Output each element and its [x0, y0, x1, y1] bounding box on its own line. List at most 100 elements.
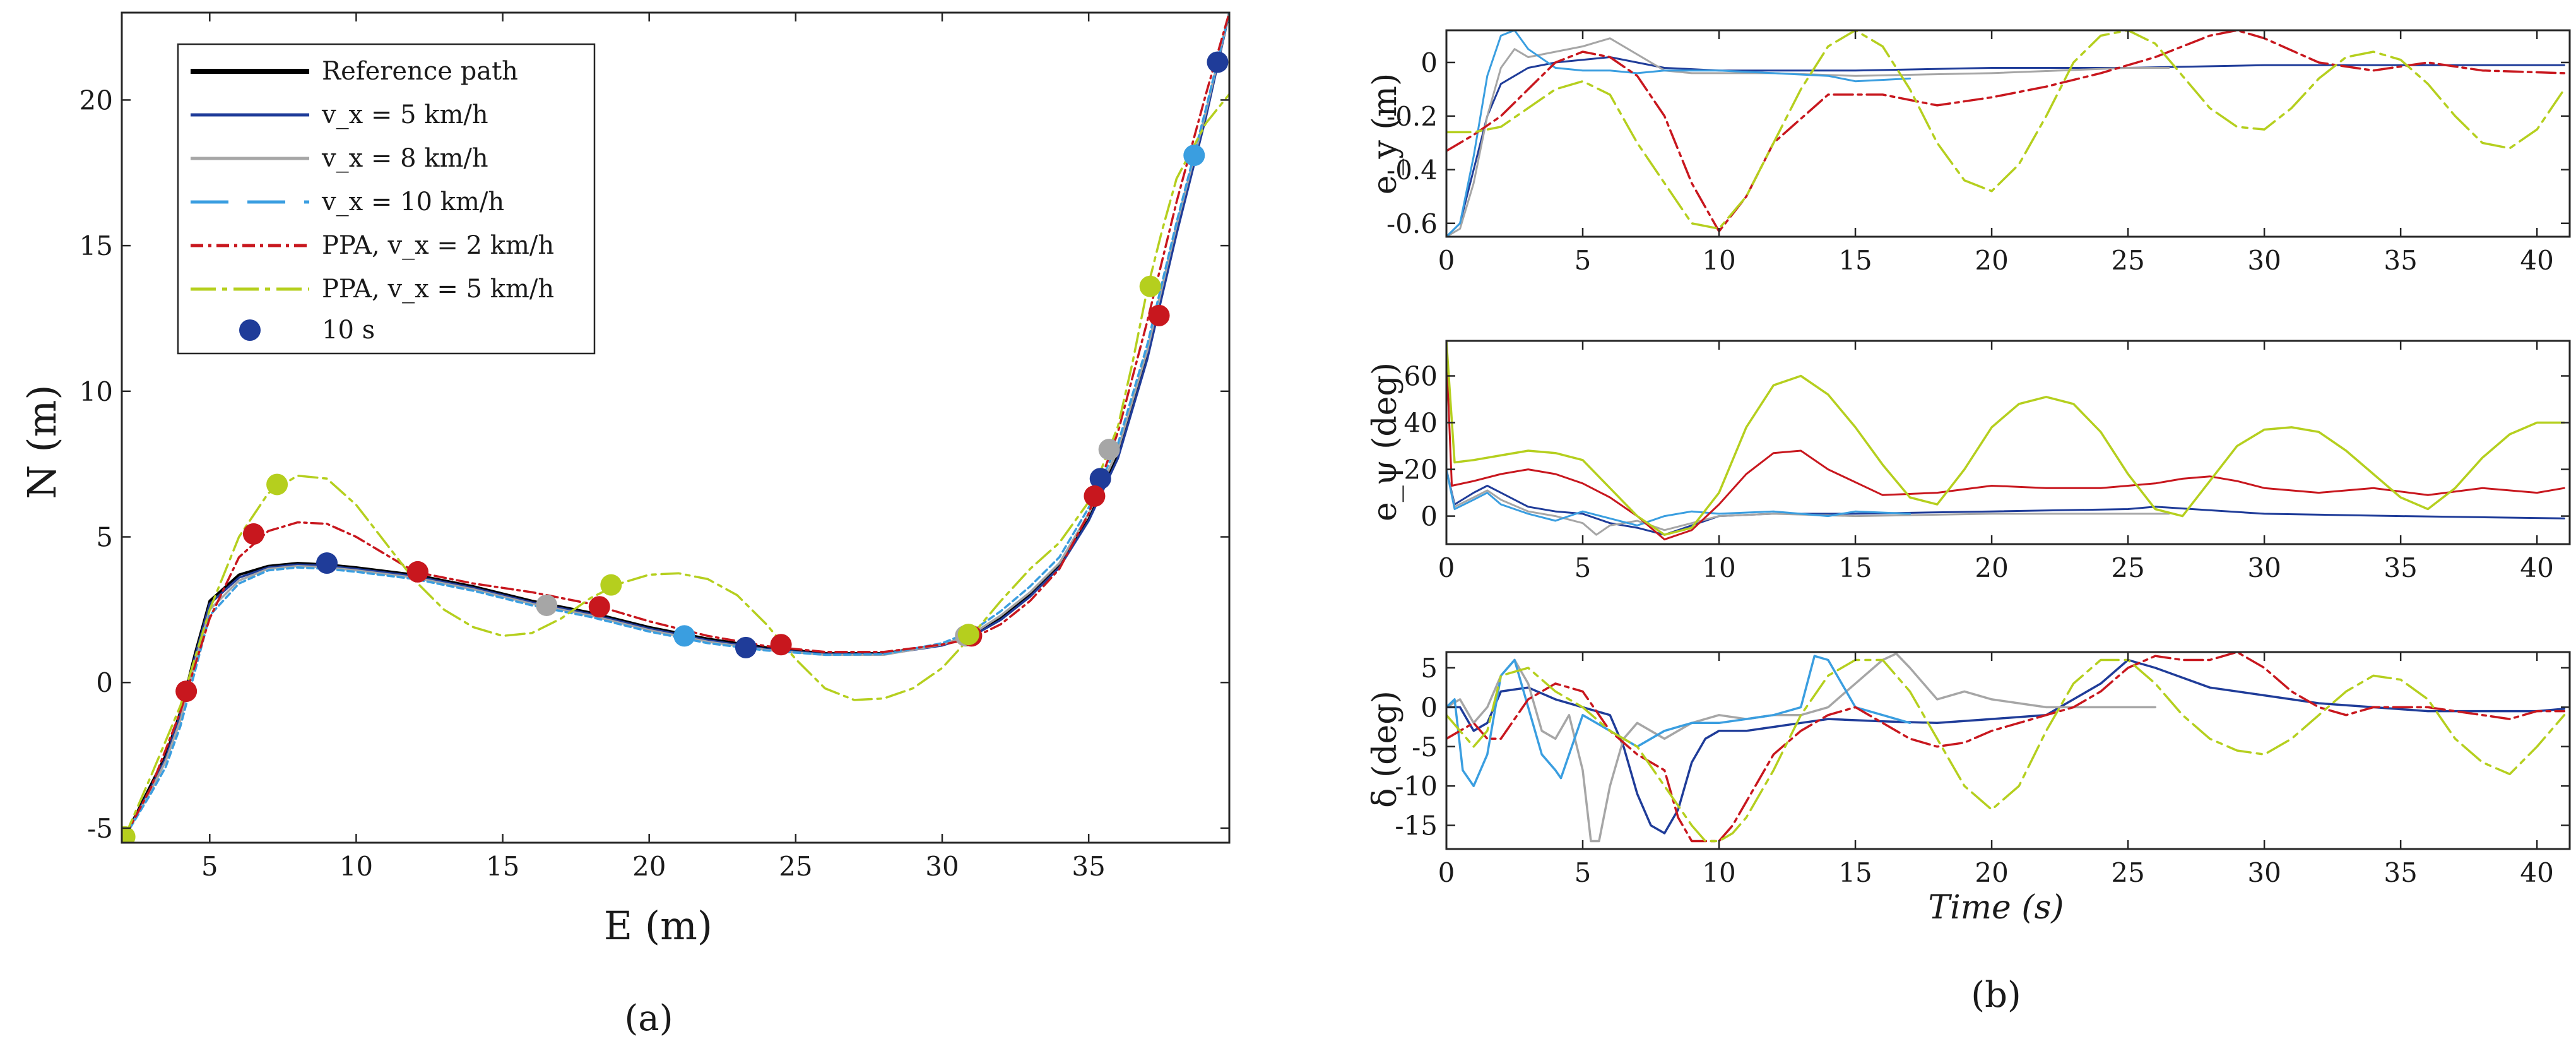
b2-axes-frame: [1445, 340, 2571, 545]
legend-label-10s: 10 s: [322, 316, 375, 345]
x-tick-label: 40: [2520, 245, 2553, 276]
epsi-plot-area: [1446, 341, 2566, 541]
b3-axes-frame: [1445, 651, 2571, 850]
x-tick-label: 5: [1575, 245, 1592, 276]
x-tick-label: 35: [1072, 851, 1105, 882]
y-tick-label: 5: [1421, 653, 1438, 684]
x-tick-label: 5: [201, 851, 218, 882]
10s-marker: [242, 523, 264, 545]
epsi-axes: 0 5 10 15 20 25 30 35 40 0 20 40 60: [1404, 340, 2571, 583]
10s-marker: [122, 826, 136, 843]
10s-marker: [1084, 485, 1106, 507]
legend-label-v5: v_x = 5 km/h: [321, 100, 488, 129]
x-tick-label: 10: [1702, 552, 1735, 583]
10s-marker: [536, 594, 558, 616]
y-tick-label: 0: [96, 667, 113, 698]
x-tick-label: 0: [1438, 245, 1455, 276]
10s-marker: [600, 574, 622, 596]
series-line-v5: [123, 13, 1229, 838]
x-tick-label: 30: [2247, 245, 2281, 276]
legend-label-reference: Reference path: [322, 57, 518, 86]
y-tick-label: -15: [1395, 811, 1438, 841]
panel-a-caption: (a): [624, 998, 673, 1039]
x-tick-label: 20: [1975, 245, 2008, 276]
panel-a-y-axis-label: N (m): [19, 384, 65, 499]
y-tick-label: -0.6: [1386, 208, 1438, 239]
10s-marker: [957, 624, 979, 646]
x-tick-label: 0: [1438, 857, 1455, 888]
y-tick-label: 15: [80, 230, 113, 261]
x-tick-label: 15: [1838, 857, 1872, 888]
10s-marker: [1148, 304, 1170, 326]
series-line-v8: [1446, 652, 2157, 843]
x-tick-label: 25: [2111, 857, 2144, 888]
panel-a-legend: Reference path v_x = 5 km/h v_x = 8 km/h…: [177, 43, 596, 355]
10s-marker: [175, 680, 198, 703]
panel-a-chart: 5 10 15 20 25 30 35 -5 0 5 10 15 20 E (m) N (m) Refe…: [19, 11, 1231, 1039]
panel-a-axes: 5 10 15 20 25 30 35 -5 0 5 10 15 20: [80, 11, 1231, 882]
legend-marker-10s: [239, 319, 261, 341]
y-tick-label: 20: [80, 85, 113, 116]
y-tick-label: -0.4: [1386, 155, 1438, 186]
panel-b-delta-chart: 0 5 10 15 20 25 30 35 40 -15 -10 -5 0 5 δ (deg) Time …: [1366, 651, 2571, 927]
panel-a-plot-area: [122, 13, 1229, 843]
y-tick-label: -5: [87, 813, 113, 844]
delta-axes: 0 5 10 15 20 25 30 35 40 -15 -10 -5 0 5: [1395, 651, 2571, 888]
delta-y-axis-label: δ (deg): [1366, 691, 1404, 808]
y-tick-label: 60: [1404, 361, 1438, 392]
x-tick-label: 20: [1975, 857, 2008, 888]
x-tick-label: 40: [2520, 857, 2553, 888]
x-tick-label: 35: [2384, 245, 2417, 276]
x-tick-label: 10: [1702, 245, 1735, 276]
10s-marker: [1139, 275, 1161, 297]
10s-marker: [770, 634, 792, 656]
legend-label-ppa5: PPA, v_x = 5 km/h: [322, 275, 554, 304]
x-tick-label: 15: [486, 851, 519, 882]
y-tick-label: 0: [1421, 501, 1438, 532]
10s-marker: [316, 552, 338, 574]
y-tick-label: 20: [1404, 454, 1438, 485]
10s-marker: [266, 473, 288, 496]
10s-marker: [673, 625, 695, 647]
y-tick-label: -5: [1412, 732, 1438, 763]
10s-marker: [1098, 439, 1120, 461]
y-tick-label: 0: [1421, 692, 1438, 723]
ey-axes: 0 5 10 15 20 25 30 35 40 -0.6 -0.4 -0.2 0: [1386, 29, 2571, 276]
legend-label-ppa2: PPA, v_x = 2 km/h: [322, 231, 554, 260]
y-tick-label: -0.2: [1386, 101, 1438, 132]
a-series-group: [122, 13, 1229, 843]
x-tick-label: 0: [1438, 552, 1455, 583]
series-line-ppa5: [1446, 30, 2566, 230]
x-tick-label: 10: [1702, 857, 1735, 888]
b2-series-group: [1446, 341, 2566, 541]
ey-plot-area: [1446, 30, 2566, 237]
x-tick-label: 15: [1838, 552, 1872, 583]
panel-a-x-axis-label: E (m): [604, 903, 712, 949]
b1-series-group: [1446, 30, 2566, 237]
y-tick-label: 10: [80, 376, 113, 407]
series-line-ppa2: [1446, 30, 2566, 233]
x-tick-label: 25: [779, 851, 812, 882]
x-tick-label: 20: [632, 851, 666, 882]
series-line-v10: [123, 13, 1229, 838]
10s-marker: [588, 596, 610, 618]
series-line-v10: [1446, 468, 1911, 526]
b3-series-group: [1446, 652, 2566, 843]
series-line-v10: [1446, 30, 1911, 237]
legend-label-v10: v_x = 10 km/h: [321, 187, 504, 217]
x-tick-label: 5: [1575, 552, 1592, 583]
series-line-ppa5: [1446, 341, 2566, 536]
x-tick-label: 35: [2384, 552, 2417, 583]
y-tick-label: -10: [1395, 771, 1438, 802]
panel-b-epsi-chart: 0 5 10 15 20 25 30 35 40 0 20 40 60 e_ψ (deg): [1366, 340, 2571, 583]
y-tick-label: 0: [1421, 47, 1438, 78]
x-tick-label: 25: [2111, 552, 2144, 583]
x-tick-label: 10: [340, 851, 373, 882]
y-tick-label: 5: [96, 522, 113, 553]
series-line-ppa2: [1446, 352, 2565, 541]
series-line-v5: [1446, 56, 2565, 237]
b1-axes-frame: [1445, 29, 2571, 238]
x-tick-label: 20: [1975, 552, 2008, 583]
10s-marker: [1089, 468, 1111, 490]
epsi-y-axis-label: e_ψ (deg): [1366, 362, 1404, 521]
